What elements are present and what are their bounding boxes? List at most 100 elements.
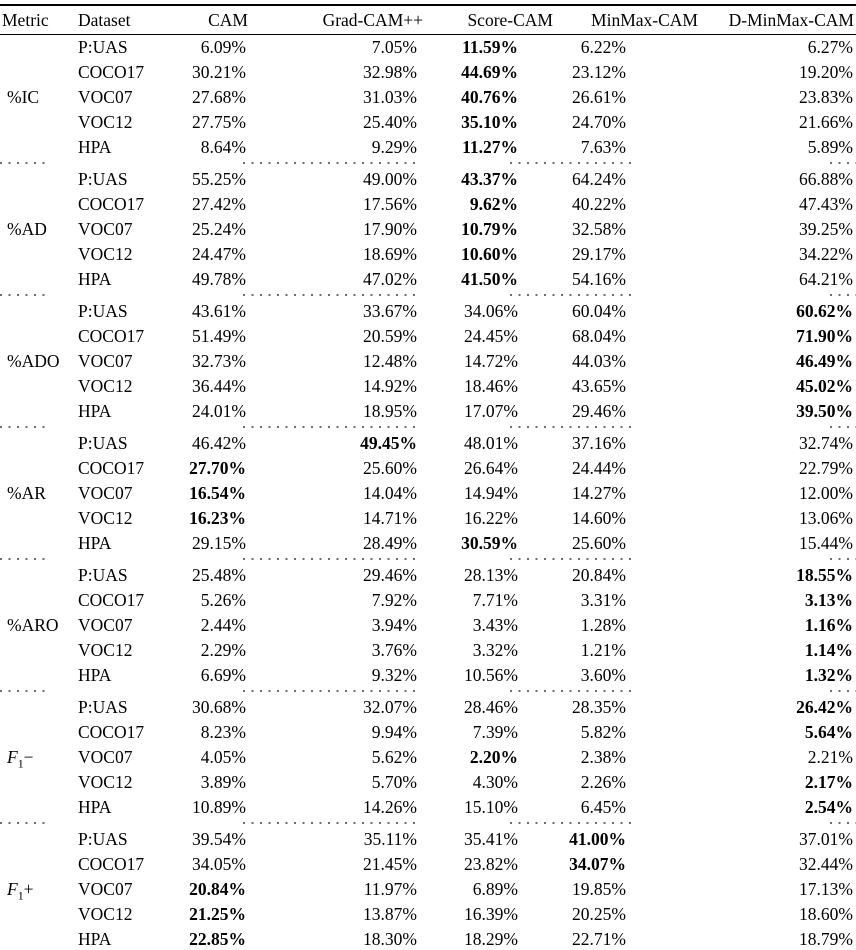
- cell-value: 6.27%: [807, 37, 853, 57]
- cell-value: 6.22%: [580, 37, 626, 57]
- table-row: COCO17 51.49% 20.59% 24.45% 68.04% 71.90%: [0, 324, 856, 349]
- cell-value: 34.05%: [192, 854, 246, 874]
- cell-value: 18.30%: [363, 929, 417, 949]
- cell-value: 2.21%: [807, 747, 853, 767]
- column-header-cam: CAM: [168, 5, 250, 35]
- cell-value: 29.46%: [363, 565, 417, 585]
- cell-value: 27.75%: [192, 112, 246, 132]
- table-row: HPA 10.89% 14.26% 15.10% 6.45% 2.54%: [0, 795, 856, 820]
- cell-value: 32.07%: [363, 697, 417, 717]
- cell-value: 16.22%: [464, 508, 518, 528]
- cell-value: 26.42%: [796, 697, 853, 717]
- header-row: Metric Dataset CAM Grad-CAM++ Score-CAM MinMa…: [0, 5, 856, 35]
- cell-value: 68.04%: [572, 326, 626, 346]
- cell-value: 2.17%: [804, 772, 853, 792]
- table-row: VOC07 20.84% 11.97% 6.89% 19.85% 17.13%: [0, 877, 856, 902]
- cell-value: 20.84%: [189, 879, 246, 899]
- dataset-label: P:UAS: [78, 697, 128, 717]
- cell-value: 22.85%: [189, 929, 246, 949]
- cell-value: 7.71%: [472, 590, 518, 610]
- cell-value: 19.85%: [572, 879, 626, 899]
- cell-value: 18.69%: [363, 244, 417, 264]
- group-separator: [0, 820, 856, 827]
- cell-value: 25.40%: [363, 112, 417, 132]
- cell-value: 6.45%: [580, 797, 626, 817]
- dotted-divider: [243, 822, 420, 824]
- cell-value: 28.35%: [572, 697, 626, 717]
- dataset-label: HPA: [78, 137, 112, 157]
- cell-value: 3.94%: [371, 615, 417, 635]
- dotted-divider: [830, 690, 856, 692]
- cell-value: 14.60%: [572, 508, 626, 528]
- cell-value: 25.60%: [363, 458, 417, 478]
- dotted-divider: [243, 294, 420, 296]
- metric-label: %ARO: [7, 615, 59, 635]
- cell-value: 7.92%: [371, 590, 417, 610]
- cell-value: 17.90%: [363, 219, 417, 239]
- group-separator: [0, 688, 856, 695]
- table-row: HPA 29.15% 28.49% 30.59% 25.60% 15.44%: [0, 531, 856, 556]
- cell-value: 2.38%: [580, 747, 626, 767]
- column-header-minmax-cam: MinMax-CAM: [555, 5, 700, 35]
- metric-label: %IC: [7, 87, 40, 107]
- dotted-divider: [510, 558, 632, 560]
- cell-value: 18.46%: [464, 376, 518, 396]
- cell-value: 9.94%: [371, 722, 417, 742]
- cell-value: 17.56%: [363, 194, 417, 214]
- cell-value: 23.82%: [464, 854, 518, 874]
- cell-value: 3.60%: [580, 665, 626, 685]
- cell-value: 54.16%: [572, 269, 626, 289]
- cell-value: 29.46%: [572, 401, 626, 421]
- cell-value: 16.39%: [464, 904, 518, 924]
- cell-value: 71.90%: [796, 326, 853, 346]
- cell-value: 10.79%: [461, 219, 518, 239]
- metric-label: %ADO: [7, 351, 60, 371]
- table-row: VOC12 21.25% 13.87% 16.39% 20.25% 18.60%: [0, 902, 856, 927]
- dataset-label: VOC07: [78, 879, 133, 899]
- cell-value: 34.07%: [569, 854, 626, 874]
- cell-value: 4.30%: [472, 772, 518, 792]
- dataset-label: COCO17: [78, 590, 145, 610]
- cell-value: 64.24%: [572, 169, 626, 189]
- cell-value: 7.05%: [371, 37, 417, 57]
- dotted-divider: [243, 426, 420, 428]
- dataset-label: VOC12: [78, 508, 133, 528]
- cell-value: 10.89%: [192, 797, 246, 817]
- cell-value: 35.11%: [363, 829, 417, 849]
- table-header: Metric Dataset CAM Grad-CAM++ Score-CAM MinMa…: [0, 5, 856, 35]
- column-header-score-cam: Score-CAM: [425, 5, 555, 35]
- cell-value: 44.03%: [572, 351, 626, 371]
- cell-value: 2.20%: [469, 747, 518, 767]
- dataset-label: P:UAS: [78, 37, 128, 57]
- cell-value: 3.31%: [580, 590, 626, 610]
- cell-value: 24.70%: [572, 112, 626, 132]
- cell-value: 18.29%: [464, 929, 518, 949]
- dotted-divider: [0, 690, 48, 692]
- table-row: VOC12 36.44% 14.92% 18.46% 43.65% 45.02%: [0, 374, 856, 399]
- cell-value: 22.71%: [572, 929, 626, 949]
- dotted-divider: [510, 690, 632, 692]
- cell-value: 1.21%: [580, 640, 626, 660]
- dataset-label: VOC07: [78, 483, 133, 503]
- table-row: VOC07 2.44% 3.94% 3.43% 1.28% 1.16%: [0, 613, 856, 638]
- cell-value: 23.12%: [572, 62, 626, 82]
- cell-value: 14.71%: [363, 508, 417, 528]
- cell-value: 2.54%: [804, 797, 853, 817]
- table-row: VOC07 4.05% 5.62% 2.20% 2.38% 2.21%: [0, 745, 856, 770]
- cell-value: 5.82%: [580, 722, 626, 742]
- cell-value: 28.49%: [363, 533, 417, 553]
- cell-value: 7.39%: [472, 722, 518, 742]
- table-row: VOC12 3.89% 5.70% 4.30% 2.26% 2.17%: [0, 770, 856, 795]
- cell-value: 60.04%: [572, 301, 626, 321]
- cell-value: 29.17%: [572, 244, 626, 264]
- dataset-label: P:UAS: [78, 565, 128, 585]
- cell-value: 8.64%: [200, 137, 246, 157]
- cell-value: 15.10%: [464, 797, 518, 817]
- cell-value: 6.69%: [200, 665, 246, 685]
- cell-value: 35.41%: [464, 829, 518, 849]
- dataset-label: P:UAS: [78, 169, 128, 189]
- cell-value: 34.06%: [464, 301, 518, 321]
- dotted-divider: [0, 294, 48, 296]
- cell-value: 27.70%: [189, 458, 246, 478]
- cell-value: 28.13%: [464, 565, 518, 585]
